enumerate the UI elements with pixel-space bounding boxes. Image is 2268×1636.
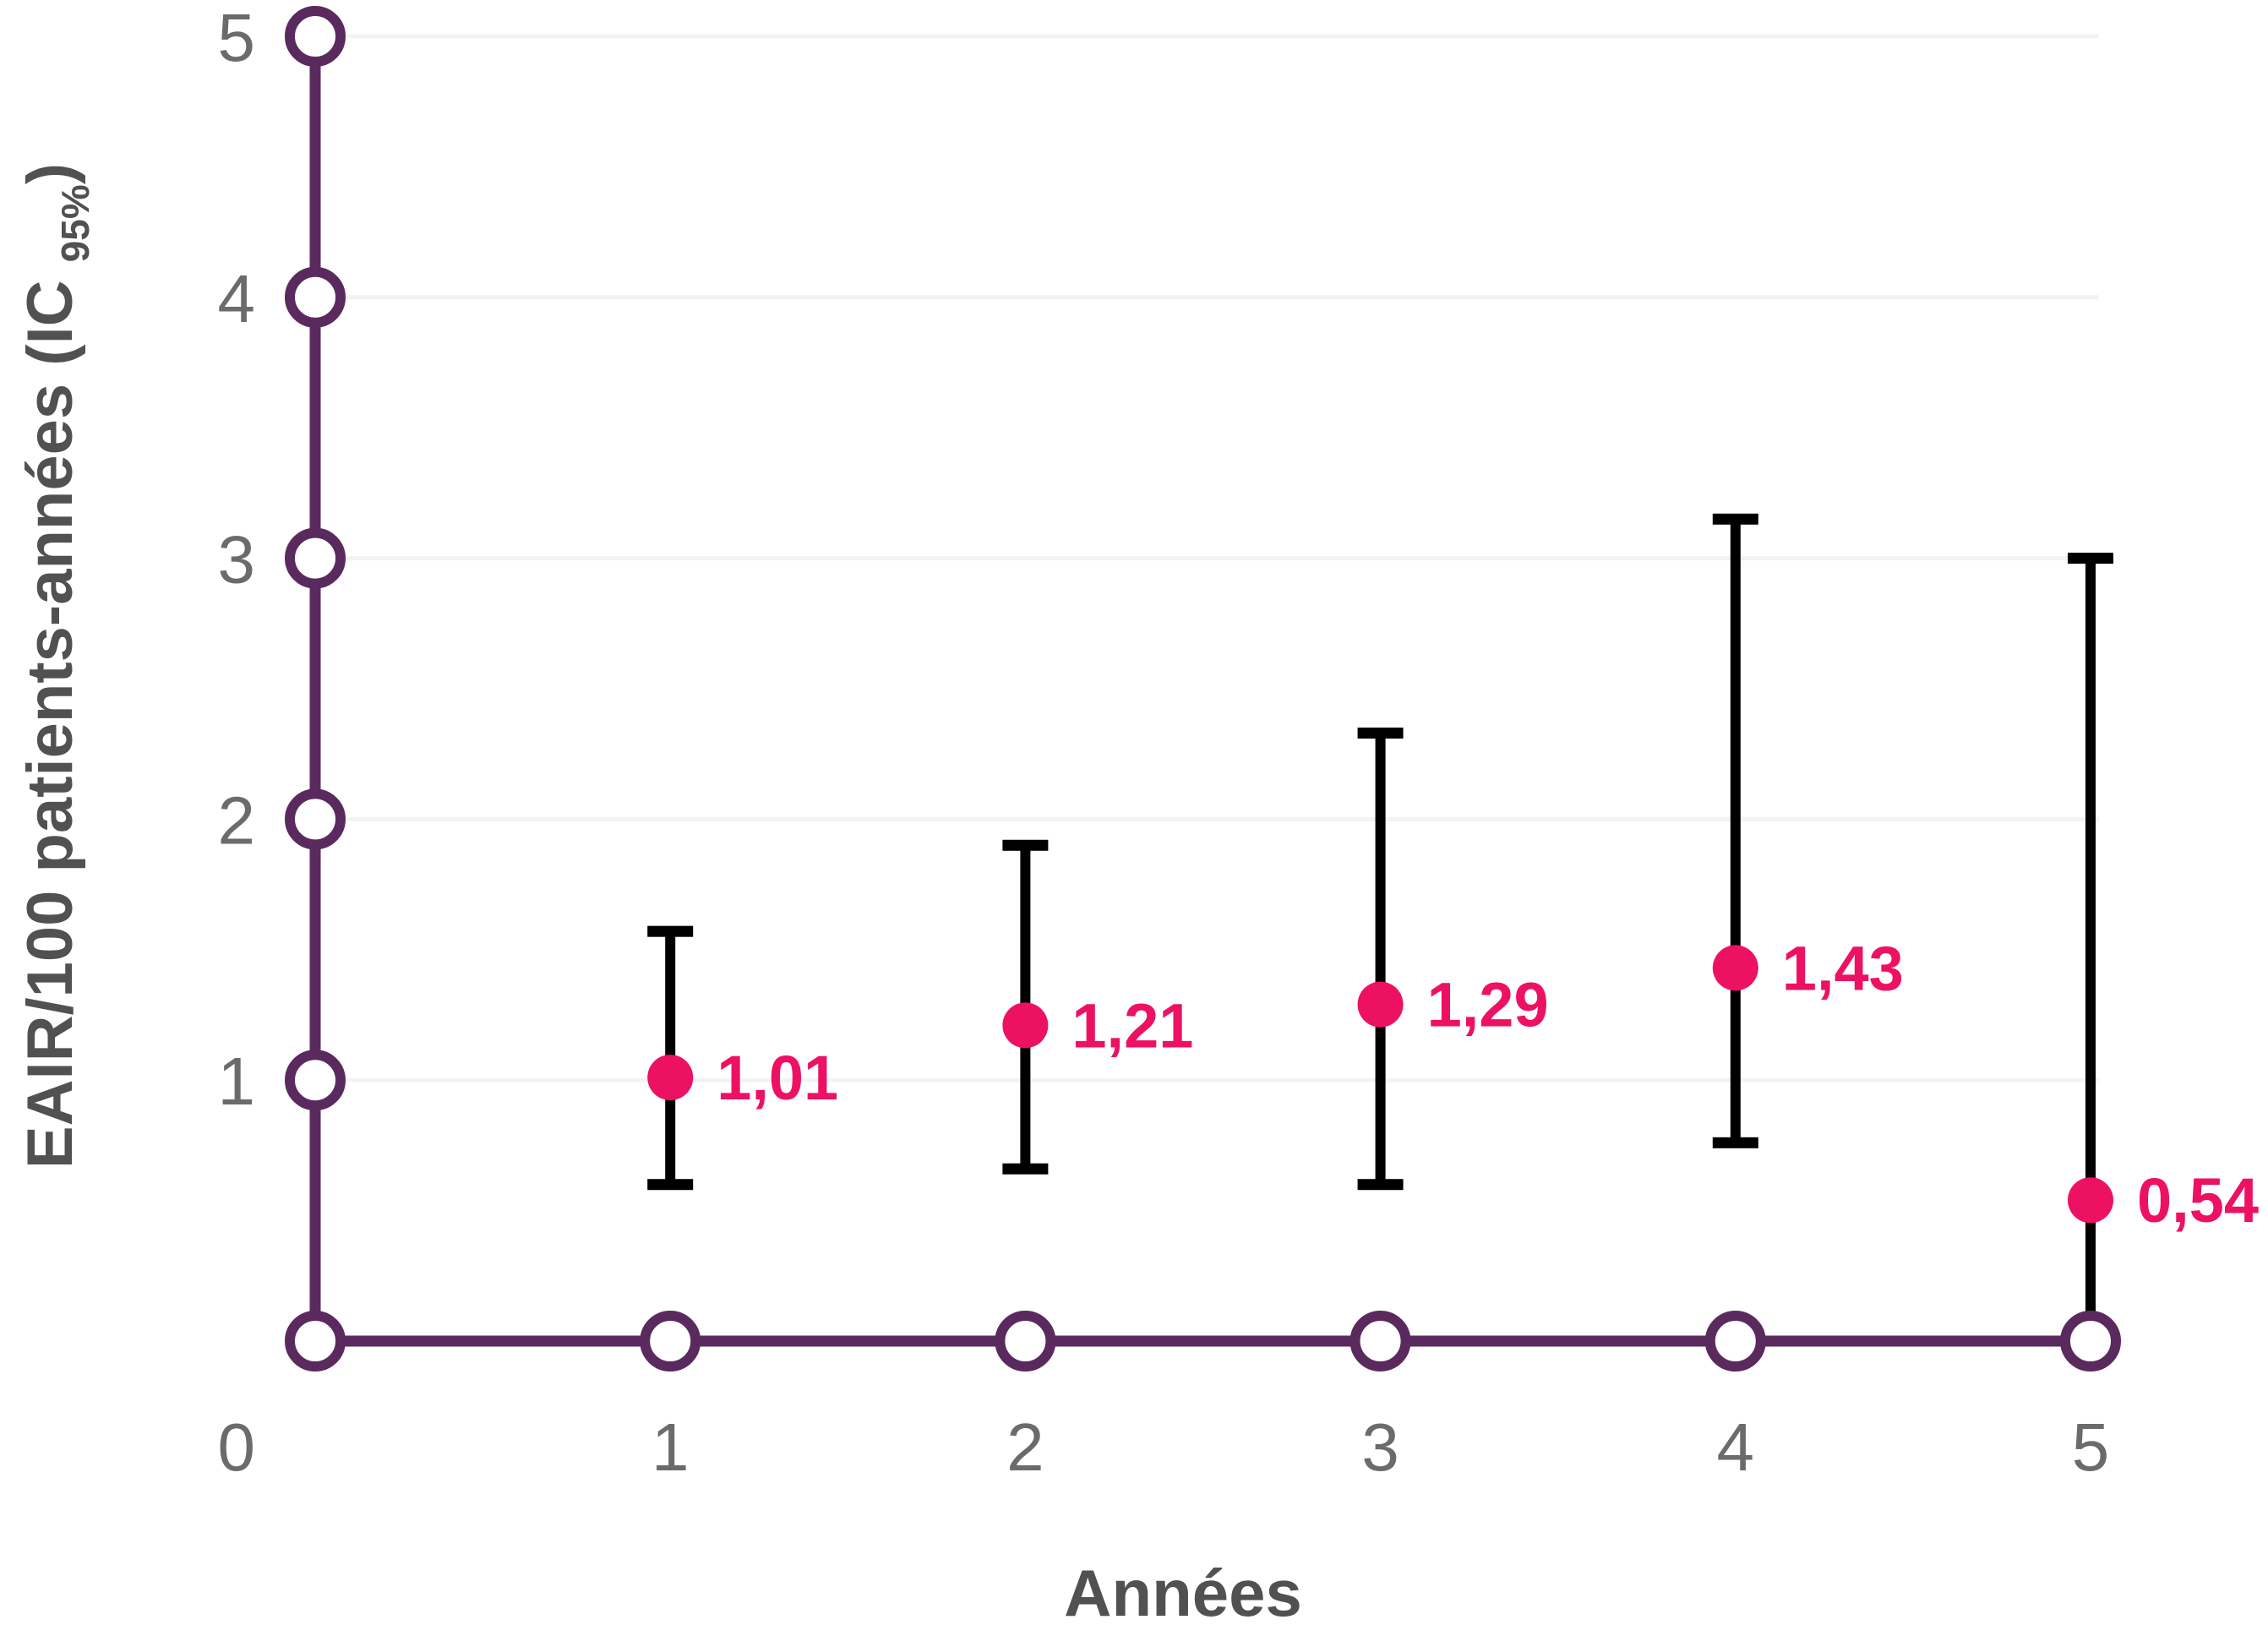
y-tick-label-1: 1	[218, 1044, 256, 1119]
value-label: 1,29	[1427, 970, 1549, 1040]
x-tick-label-1: 1	[652, 1410, 690, 1485]
data-point	[1002, 1002, 1049, 1049]
error-bar	[1712, 513, 1758, 1148]
y-tick-circle-2	[285, 788, 346, 850]
data-point	[1357, 981, 1404, 1028]
value-label: 1,43	[1782, 933, 1904, 1003]
error-bar-cap-top	[2068, 553, 2113, 564]
x-tick-circle-5	[2060, 1311, 2121, 1372]
tick-labels: 0 1 2 3 4 5 1 2 3 4 5	[218, 0, 2110, 1485]
y-tick-circle-4	[285, 266, 346, 328]
data-point	[1712, 945, 1758, 991]
y-axis-title-part: EAIR/100 patients-années (IC	[14, 262, 86, 1169]
data-point	[2068, 1177, 2113, 1224]
axes	[309, 36, 2091, 1347]
x-tick-circle-3	[1349, 1311, 1411, 1372]
tick-circles	[285, 6, 2121, 1372]
error-bar-cap-top	[1712, 513, 1758, 525]
gridlines	[345, 34, 2099, 1082]
x-axis-title: Années	[1064, 1556, 1302, 1630]
y-axis-title: EAIR/100 patients-années (IC 95%)	[14, 163, 97, 1169]
y-axis-title-part: 95%	[53, 184, 97, 262]
error-bar-cap-bottom	[647, 1179, 694, 1191]
value-labels: 1,01 1,21 1,29 1,43 0,54	[717, 933, 2259, 1235]
error-bar-cap-bottom	[1712, 1137, 1758, 1148]
y-tick-circle-5	[285, 6, 346, 67]
y-tick-label-3: 3	[218, 522, 256, 597]
x-tick-label-3: 3	[1361, 1410, 1399, 1485]
x-tick-circle-2	[995, 1311, 1056, 1372]
error-bar-cap-top	[647, 925, 694, 937]
error-bar-cap-bottom	[1002, 1163, 1049, 1175]
value-label: 1,01	[717, 1043, 838, 1113]
x-tick-label-2: 2	[1006, 1410, 1044, 1485]
value-label: 0,54	[2137, 1165, 2259, 1235]
y-tick-circle-1	[285, 1050, 346, 1111]
y-tick-label-4: 4	[218, 261, 256, 336]
x-tick-label-5: 5	[2072, 1410, 2110, 1485]
y-tick-label-0: 0	[218, 1410, 256, 1485]
value-label: 1,21	[1071, 990, 1193, 1061]
x-tick-label-4: 4	[1717, 1410, 1755, 1485]
error-bars	[647, 513, 2113, 1319]
error-bar	[1357, 727, 1404, 1191]
origin-tick-circle	[285, 1311, 346, 1372]
error-bar-cap-top	[1002, 839, 1049, 851]
x-tick-circle-1	[640, 1311, 701, 1372]
y-tick-circle-3	[285, 527, 346, 589]
y-tick-label-5: 5	[218, 0, 256, 75]
x-tick-circle-4	[1704, 1311, 1766, 1372]
error-bar-cap-bottom	[1357, 1179, 1404, 1191]
data-point	[647, 1055, 694, 1101]
data-points	[647, 945, 2113, 1224]
y-tick-label-2: 2	[218, 783, 256, 858]
error-bar-cap-top	[1357, 727, 1404, 739]
y-axis-title-part: )	[14, 163, 86, 184]
